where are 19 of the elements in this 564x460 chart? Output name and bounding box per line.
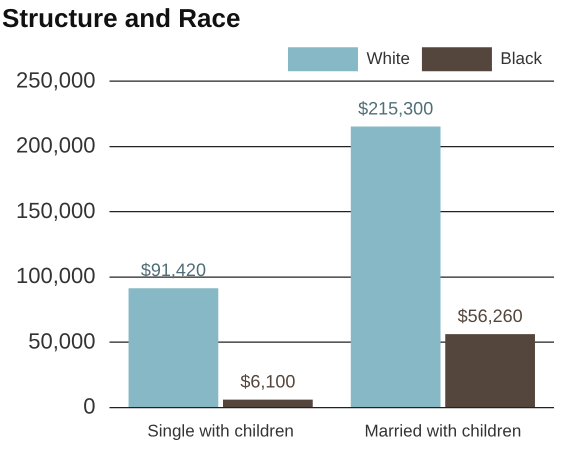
y-tick-label: 250,000 — [16, 67, 96, 92]
bar — [128, 288, 218, 407]
legend-label: Black — [500, 48, 542, 68]
bar — [445, 334, 535, 407]
y-tick-label: 0 — [83, 394, 96, 419]
bar — [223, 400, 313, 407]
x-tick-label: Married with children — [364, 421, 522, 440]
bar — [350, 126, 441, 407]
y-tick-label: 100,000 — [16, 263, 96, 288]
chart-title: Structure and Race — [2, 2, 240, 33]
data-label: $215,300 — [358, 98, 434, 118]
y-tick-label: 150,000 — [16, 198, 96, 223]
data-label: $56,260 — [458, 306, 523, 326]
legend-label: White — [366, 48, 410, 68]
y-tick-label: 50,000 — [28, 328, 96, 354]
y-tick-label: 200,000 — [16, 132, 96, 158]
data-label: $6,100 — [240, 372, 296, 392]
x-tick-label: Single with children — [147, 421, 294, 440]
data-label: $91,420 — [140, 260, 206, 280]
